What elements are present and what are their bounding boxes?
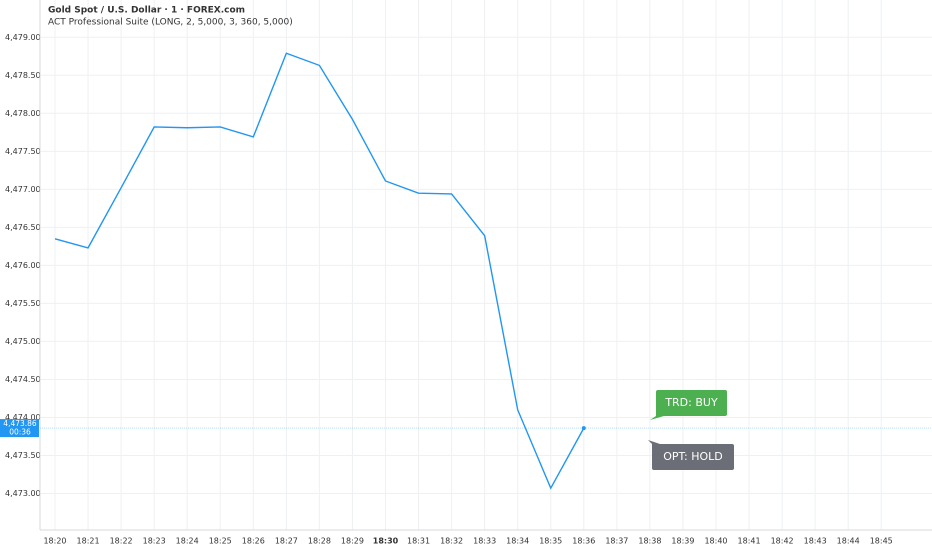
y-tick-label: 4,479.00	[5, 33, 41, 42]
x-tick-label: 18:22	[110, 537, 133, 546]
x-tick-label: 18:20	[43, 537, 66, 546]
annotation-text: TRD: BUY	[664, 396, 718, 409]
x-tick-label: 18:34	[506, 537, 529, 546]
x-tick-label: 18:43	[804, 537, 827, 546]
y-tick-label: 4,478.50	[5, 71, 41, 80]
countdown: 00:36	[9, 428, 31, 437]
x-tick-label: 18:29	[341, 537, 364, 546]
x-tick-label: 18:39	[671, 537, 694, 546]
y-tick-label: 4,474.50	[5, 375, 41, 384]
x-tick-label: 18:40	[704, 537, 727, 546]
x-tick-label: 18:38	[638, 537, 661, 546]
y-tick-label: 4,477.00	[5, 185, 41, 194]
x-tick-label: 18:26	[242, 537, 265, 546]
y-tick-label: 4,473.00	[5, 489, 41, 498]
annotation-box	[652, 444, 734, 470]
chart-title: Gold Spot / U.S. Dollar · 1 · FOREX.com	[48, 6, 245, 16]
y-tick-label: 4,475.50	[5, 299, 41, 308]
last-point	[581, 426, 586, 431]
y-tick-label: 4,478.00	[5, 109, 41, 118]
price-label: 4,473.86	[3, 419, 37, 428]
y-tick-label: 4,474.00	[5, 413, 41, 422]
x-tick-label: 18:42	[771, 537, 794, 546]
y-tick-label: 4,475.00	[5, 337, 41, 346]
x-tick-label: 18:36	[572, 537, 595, 546]
y-tick-label: 4,477.50	[5, 147, 41, 156]
x-tick-label: 18:21	[77, 537, 100, 546]
y-tick-label: 4,476.50	[5, 223, 41, 232]
x-tick-label: 18:31	[407, 537, 430, 546]
x-tick-label: 18:27	[275, 537, 298, 546]
annotation-text: OPT: HOLD	[663, 450, 723, 463]
x-tick-label: 18:25	[209, 537, 232, 546]
y-tick-label: 4,476.00	[5, 261, 41, 270]
chart-subtitle: ACT Professional Suite (LONG, 2, 5,000, …	[48, 18, 293, 28]
annotation-box	[656, 390, 727, 416]
x-tick-label: 18:23	[143, 537, 166, 546]
x-tick-label: 18:35	[539, 537, 562, 546]
x-tick-label: 18:32	[440, 537, 463, 546]
x-tick-label: 18:30	[373, 537, 399, 546]
x-tick-label: 18:41	[738, 537, 761, 546]
x-tick-label: 18:24	[176, 537, 199, 546]
price-line	[54, 52, 585, 490]
price-badge	[0, 419, 39, 438]
x-tick-label: 18:45	[870, 537, 893, 546]
y-tick-label: 4,473.50	[5, 451, 41, 460]
x-tick-label: 18:44	[837, 537, 860, 546]
x-tick-label: 18:33	[473, 537, 496, 546]
x-tick-label: 18:37	[605, 537, 628, 546]
x-tick-label: 18:28	[308, 537, 331, 546]
